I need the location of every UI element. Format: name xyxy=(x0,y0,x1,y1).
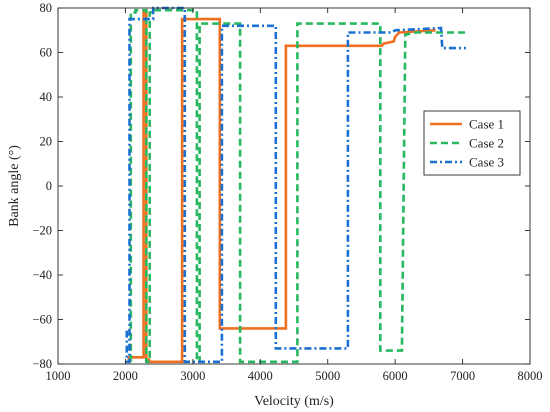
x-tick-label: 6000 xyxy=(383,369,408,383)
plot-area xyxy=(58,8,530,364)
x-tick-label: 3000 xyxy=(180,369,205,383)
y-tick-label: −60 xyxy=(32,313,52,327)
y-axis-label: Bank angle (°) xyxy=(7,145,22,227)
series-line-case-3 xyxy=(125,6,466,364)
legend: Case 1 Case 2 Case 3 xyxy=(423,110,521,176)
series-line-case-1 xyxy=(127,11,436,364)
y-tick-label: 20 xyxy=(40,135,53,149)
y-tick-label: −20 xyxy=(32,224,52,238)
axes xyxy=(57,7,531,365)
series-line-case-2 xyxy=(129,8,466,364)
x-tick-label: 5000 xyxy=(315,369,340,383)
x-axis-label: Velocity (m/s) xyxy=(254,394,334,409)
series-layer xyxy=(125,6,466,364)
x-tick-label: 7000 xyxy=(450,369,475,383)
y-tick-label: 80 xyxy=(40,1,53,15)
y-tick-label: 0 xyxy=(46,179,52,193)
legend-label-case-3: Case 3 xyxy=(469,155,504,170)
legend-label-case-2: Case 2 xyxy=(469,136,504,151)
plot-background xyxy=(58,8,530,364)
legend-box xyxy=(423,110,521,176)
x-tick-label: 2000 xyxy=(113,369,138,383)
y-tick-label: 40 xyxy=(40,90,53,104)
x-tick-label: 1000 xyxy=(46,369,71,383)
y-tick-label: −40 xyxy=(32,268,52,282)
y-tick-label: −80 xyxy=(32,357,52,371)
tick-labels: 1000 2000 3000 4000 5000 6000 7000 8000 −80 −60 −4… xyxy=(32,1,542,383)
x-tick-label: 8000 xyxy=(518,369,543,383)
y-tick-label: 60 xyxy=(40,46,53,60)
legend-label-case-1: Case 1 xyxy=(469,117,504,132)
x-tick-label: 4000 xyxy=(248,369,273,383)
